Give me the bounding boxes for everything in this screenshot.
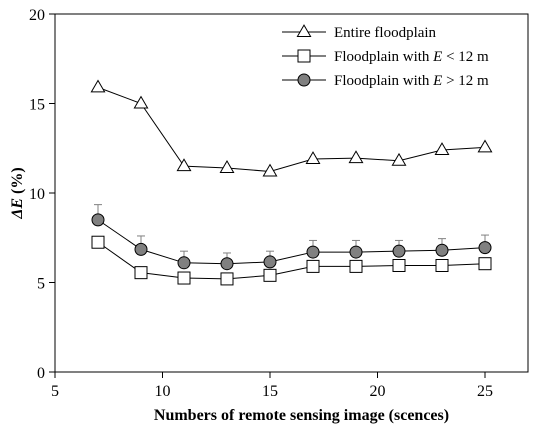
data-point — [306, 245, 320, 259]
data-point — [219, 160, 235, 173]
legend: Entire floodplain Floodplain with E < 12 … — [282, 24, 489, 89]
x-axis: 5 10 15 20 25 — [51, 372, 493, 400]
series-line — [97, 86, 486, 173]
series-line — [97, 241, 486, 280]
x-tick-label: 5 — [51, 383, 59, 400]
data-point — [133, 95, 149, 109]
data-point — [349, 259, 363, 273]
x-axis-title: Numbers of remote sensing image (scences… — [154, 407, 449, 424]
x-tick-label: 15 — [262, 383, 278, 400]
legend-label: Entire floodplain — [334, 25, 437, 41]
data-point — [349, 245, 363, 259]
y-axis-title-variable: ΔE — [9, 198, 26, 220]
data-point — [348, 150, 364, 164]
y-tick-label: 5 — [37, 276, 45, 293]
data-point — [263, 268, 277, 282]
legend-label: Floodplain with E > 12 m — [334, 73, 489, 89]
data-point — [262, 163, 278, 177]
legend-entry-2: Floodplain with E < 12 m — [282, 49, 489, 65]
data-point — [306, 259, 320, 273]
data-point — [392, 258, 406, 272]
data-point — [477, 139, 493, 153]
data-point — [134, 242, 148, 256]
x-tick-label: 10 — [155, 383, 171, 400]
y-tick-label: 20 — [29, 7, 45, 24]
data-point — [220, 272, 234, 286]
data-point — [392, 244, 406, 258]
data-point — [434, 142, 450, 156]
data-point — [478, 257, 492, 271]
data-point — [177, 256, 191, 270]
data-point — [435, 243, 449, 257]
y-axis-title: ΔE (%) — [9, 167, 26, 219]
legend-marker — [297, 73, 311, 87]
x-tick-label: 25 — [477, 383, 493, 400]
x-tick-label: 20 — [370, 383, 386, 400]
y-tick-label: 15 — [29, 97, 45, 114]
data-point — [134, 266, 148, 280]
data-point — [263, 255, 277, 269]
series-2 — [91, 235, 492, 286]
plot-frame — [54, 13, 529, 373]
data-point — [91, 235, 105, 249]
series-1 — [90, 79, 493, 177]
y-axis: 0 5 10 15 20 — [29, 7, 55, 382]
data-point — [176, 158, 192, 172]
y-axis-title-unit: (%) — [9, 167, 26, 198]
data-point — [435, 258, 449, 272]
data-point — [478, 241, 492, 255]
data-point — [90, 79, 106, 93]
data-point — [220, 257, 234, 271]
y-tick-label: 10 — [29, 186, 45, 203]
series-line — [97, 219, 486, 265]
data-point — [177, 271, 191, 285]
data-point — [391, 152, 407, 166]
legend-label: Floodplain with E < 12 m — [334, 49, 489, 65]
data-point — [91, 213, 105, 227]
legend-entry-3: Floodplain with E > 12 m — [282, 73, 489, 89]
plot-area — [54, 13, 529, 373]
legend-marker — [297, 49, 311, 63]
data-point — [305, 151, 321, 164]
legend-entry-1: Entire floodplain — [282, 24, 437, 41]
series-3 — [91, 204, 492, 271]
legend-marker — [296, 24, 312, 37]
y-tick-label: 0 — [37, 365, 45, 382]
